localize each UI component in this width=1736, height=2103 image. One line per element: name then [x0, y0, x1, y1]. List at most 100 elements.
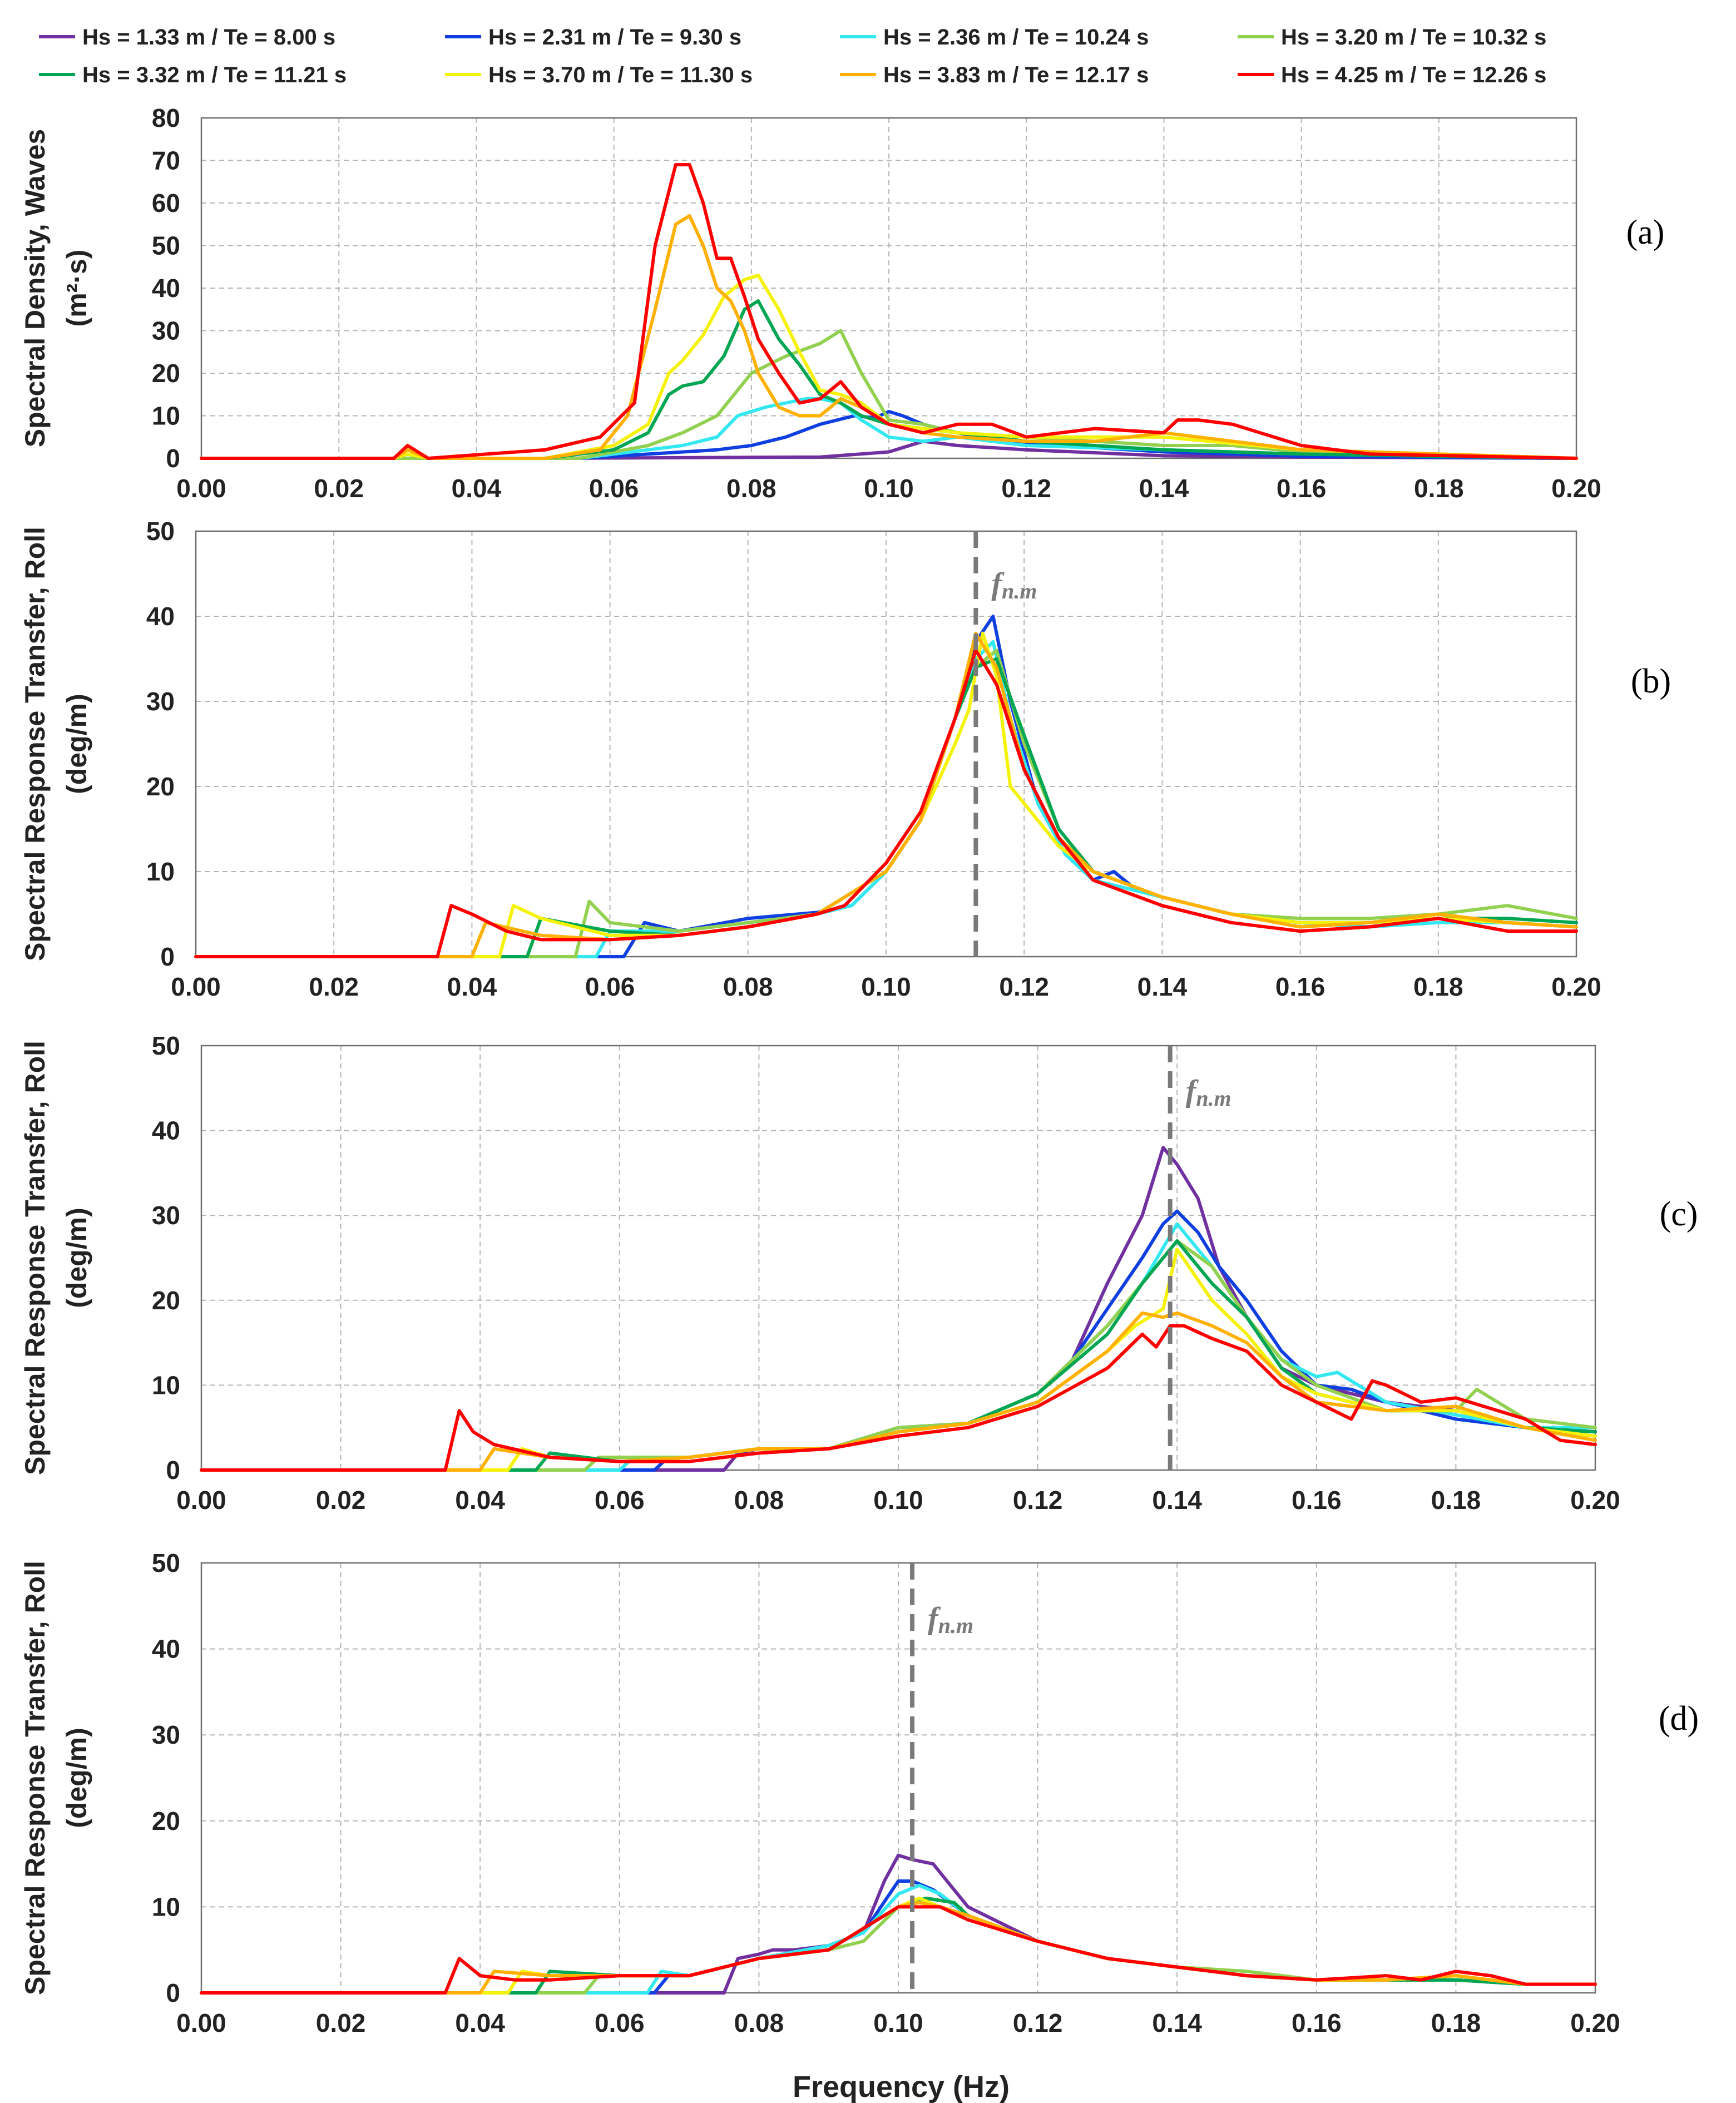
fnm-subscript: n.m — [1002, 578, 1037, 603]
x-tick-label: 0.20 — [1570, 2008, 1620, 2037]
x-tick-label: 0.06 — [589, 474, 639, 503]
panel-label: (c) — [1660, 1195, 1698, 1233]
x-tick-label: 0.04 — [447, 972, 497, 1001]
x-tick-label: 0.12 — [999, 972, 1049, 1001]
x-tick-label: 0.18 — [1431, 2008, 1481, 2037]
x-tick-label: 0.00 — [176, 2008, 226, 2037]
y-axis-title: Spectral Density, Waves — [19, 129, 51, 447]
natural-frequency-label: fn.m — [1186, 1074, 1231, 1111]
x-tick-label: 0.08 — [734, 1486, 784, 1515]
legend-item: Hs = 4.25 m / Te = 12.26 s — [1238, 63, 1546, 87]
chart-panels: 0.00 0.02 0.04 0.06 0.08 0.10 0.12 0.14 0.16 0.18… — [19, 103, 1699, 2037]
y-tick-label: 50 — [146, 517, 175, 546]
y-tick-label: 40 — [152, 1116, 180, 1145]
x-tick-label: 0.14 — [1152, 2008, 1202, 2037]
x-tick-label: 0.02 — [309, 972, 359, 1001]
x-tick-label: 0.02 — [316, 1486, 366, 1515]
x-tick-label: 0.20 — [1551, 972, 1601, 1001]
series-line — [200, 329, 1578, 460]
x-tick-label: 0.00 — [176, 474, 226, 503]
x-tick-label: 0.20 — [1570, 1486, 1620, 1515]
x-tick-label: 0.04 — [455, 2008, 505, 2037]
legend-label: Hs = 3.32 m / Te = 11.21 s — [82, 63, 347, 87]
x-tick-label: 0.06 — [585, 972, 635, 1001]
x-tick-label: 0.10 — [873, 1486, 923, 1515]
x-tick-label: 0.08 — [726, 474, 776, 503]
plot-frame — [200, 1562, 1596, 1994]
legend-label: Hs = 3.83 m / Te = 12.17 s — [883, 63, 1149, 87]
x-tick-label: 0.16 — [1275, 972, 1326, 1001]
y-axis-title: (deg/m) — [61, 694, 92, 794]
y-tick-label: 10 — [152, 1370, 180, 1399]
y-tick-label: 80 — [152, 103, 180, 132]
legend-item: Hs = 3.83 m / Te = 12.17 s — [840, 63, 1149, 87]
y-tick-label: 10 — [146, 857, 175, 886]
legend-item: Hs = 3.70 m / Te = 11.30 s — [445, 63, 753, 87]
x-tick-label: 0.00 — [171, 972, 221, 1001]
x-tick-label: 0.18 — [1413, 972, 1463, 1001]
y-tick-label: 50 — [152, 231, 180, 260]
y-axis-title: (m²·s) — [61, 250, 92, 327]
plot-frame — [200, 117, 1577, 459]
fnm-subscript: n.m — [938, 1613, 973, 1638]
legend-label: Hs = 2.36 m / Te = 10.24 s — [883, 25, 1149, 50]
chart-panel-d: 0.00 0.02 0.04 0.06 0.08 0.10 0.12 0.14 0.16 0.18… — [19, 1548, 1699, 2037]
y-tick-label: 60 — [152, 189, 180, 217]
series-line — [200, 439, 1578, 460]
legend-label: Hs = 2.31 m / Te = 9.30 s — [488, 25, 741, 50]
legend-item: Hs = 3.32 m / Te = 11.21 s — [39, 63, 347, 87]
panel-label: (d) — [1659, 1700, 1699, 1738]
legend-label: Hs = 4.25 m / Te = 12.26 s — [1281, 63, 1546, 87]
series-line — [200, 1324, 1597, 1472]
y-tick-label: 10 — [152, 402, 180, 431]
y-tick-label: 30 — [152, 316, 180, 345]
y-tick-label: 40 — [152, 274, 180, 303]
x-tick-label: 0.16 — [1277, 474, 1327, 503]
y-tick-label: 0 — [166, 444, 180, 473]
x-tick-label: 0.06 — [595, 2008, 645, 2037]
y-tick-label: 40 — [146, 602, 175, 631]
x-tick-label: 0.14 — [1139, 474, 1189, 503]
y-axis-title: Spectral Response Transfer, Roll — [19, 1561, 51, 1995]
x-tick-label: 0.18 — [1431, 1486, 1481, 1515]
x-tick-label: 0.16 — [1292, 1486, 1342, 1515]
series-line — [194, 631, 1578, 958]
x-tick-label: 0.04 — [455, 1486, 505, 1515]
x-tick-label: 0.20 — [1551, 474, 1601, 503]
chart-panel-c: 0.00 0.02 0.04 0.06 0.08 0.10 0.12 0.14 0.16 0.18… — [19, 1031, 1698, 1515]
y-tick-label: 20 — [152, 1286, 180, 1315]
legend-item: Hs = 2.31 m / Te = 9.30 s — [445, 25, 741, 50]
x-tick-label: 0.08 — [734, 2008, 784, 2037]
y-axis-title: Spectral Response Transfer, Roll — [19, 527, 51, 961]
panel-label: (a) — [1626, 214, 1665, 251]
legend-label: Hs = 3.20 m / Te = 10.32 s — [1281, 25, 1546, 50]
natural-frequency-label: fn.m — [928, 1601, 973, 1638]
y-tick-label: 30 — [152, 1201, 180, 1230]
x-tick-label: 0.18 — [1414, 474, 1464, 503]
y-tick-label: 0 — [160, 942, 175, 971]
series-line — [200, 214, 1578, 460]
y-tick-label: 50 — [152, 1031, 180, 1060]
y-tick-label: 30 — [152, 1720, 180, 1749]
legend-item: Hs = 3.20 m / Te = 10.32 s — [1238, 25, 1546, 50]
y-tick-label: 20 — [152, 1807, 180, 1835]
y-tick-label: 10 — [152, 1892, 180, 1921]
series-line — [194, 649, 1578, 958]
chart-panel-a: 0.00 0.02 0.04 0.06 0.08 0.10 0.12 0.14 0.16 0.18… — [19, 103, 1664, 503]
y-tick-label: 30 — [146, 687, 175, 716]
x-tick-label: 0.10 — [864, 474, 914, 503]
x-tick-label: 0.12 — [1001, 474, 1051, 503]
x-tick-label: 0.06 — [595, 1486, 645, 1515]
x-tick-label: 0.10 — [873, 2008, 923, 2037]
y-tick-label: 20 — [146, 772, 175, 801]
x-tick-label: 0.02 — [314, 474, 364, 503]
x-tick-label: 0.14 — [1137, 972, 1188, 1001]
fnm-subscript: n.m — [1196, 1086, 1231, 1111]
y-axis-title: (deg/m) — [61, 1208, 92, 1308]
plot-frame — [195, 530, 1577, 958]
series-line — [200, 163, 1578, 460]
y-tick-label: 50 — [152, 1548, 180, 1577]
y-tick-label: 40 — [152, 1635, 180, 1664]
legend-item: Hs = 2.36 m / Te = 10.24 s — [840, 25, 1149, 50]
